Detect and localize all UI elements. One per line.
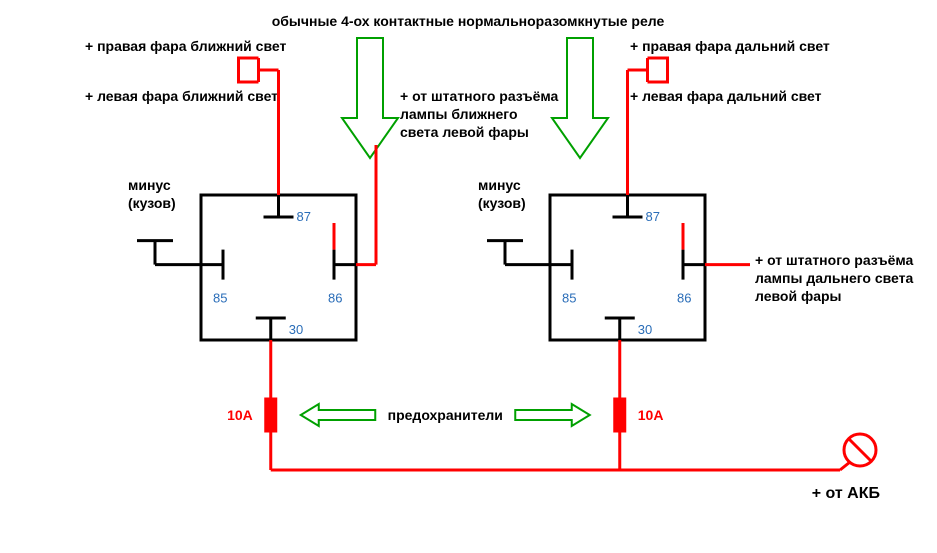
minus-right-2: (кузов): [478, 195, 526, 211]
minus-left-1: минус: [128, 177, 171, 193]
label-conn-far-3: левой фары: [755, 288, 842, 304]
akb-lead: [840, 462, 850, 470]
label-right-near: + правая фара ближний свет: [85, 38, 286, 54]
fuse-right-label: 10A: [638, 407, 664, 423]
label-conn-near-3: света левой фары: [400, 124, 529, 140]
red-fork-left-bracket: [239, 58, 259, 82]
title: обычные 4-ох контактные нормальноразомкн…: [272, 13, 665, 29]
red-fork-right-bracket: [648, 58, 668, 82]
label-right-far: + правая фара дальний свет: [630, 38, 830, 54]
pin85-label-left: 85: [213, 291, 227, 306]
label-conn-far-2: лампы дальнего света: [755, 270, 914, 286]
pin86-label-left: 86: [328, 291, 342, 306]
label-left-far: + левая фара дальний свет: [630, 88, 822, 104]
akb-label: + от АКБ: [812, 485, 880, 502]
wiring-diagram: обычные 4-ох контактные нормальноразомкн…: [0, 0, 937, 553]
arrow-down-left: [342, 38, 398, 158]
pin30-label-left: 30: [289, 322, 303, 337]
arrow-down-right: [552, 38, 608, 158]
fuse-left: [265, 398, 277, 432]
fuse-arrow-left: [301, 404, 376, 426]
fuse-caption: предохранители: [388, 407, 503, 423]
pin87-label-right: 87: [646, 209, 660, 224]
label-conn-near-1: + от штатного разъёма: [400, 88, 559, 104]
pin30-label-right: 30: [638, 322, 652, 337]
minus-right-1: минус: [478, 177, 521, 193]
pin86-label-right: 86: [677, 291, 691, 306]
label-left-near: + левая фара ближний свет: [85, 88, 278, 104]
label-conn-far-1: + от штатного разъёма: [755, 252, 914, 268]
pin85-label-right: 85: [562, 291, 576, 306]
fuse-left-label: 10A: [227, 407, 253, 423]
fuse-right: [614, 398, 626, 432]
pin87-label-left: 87: [297, 209, 311, 224]
akb-slash: [849, 439, 871, 461]
label-conn-near-2: лампы ближнего: [400, 106, 518, 122]
minus-left-2: (кузов): [128, 195, 176, 211]
fuse-arrow-right: [515, 404, 590, 426]
